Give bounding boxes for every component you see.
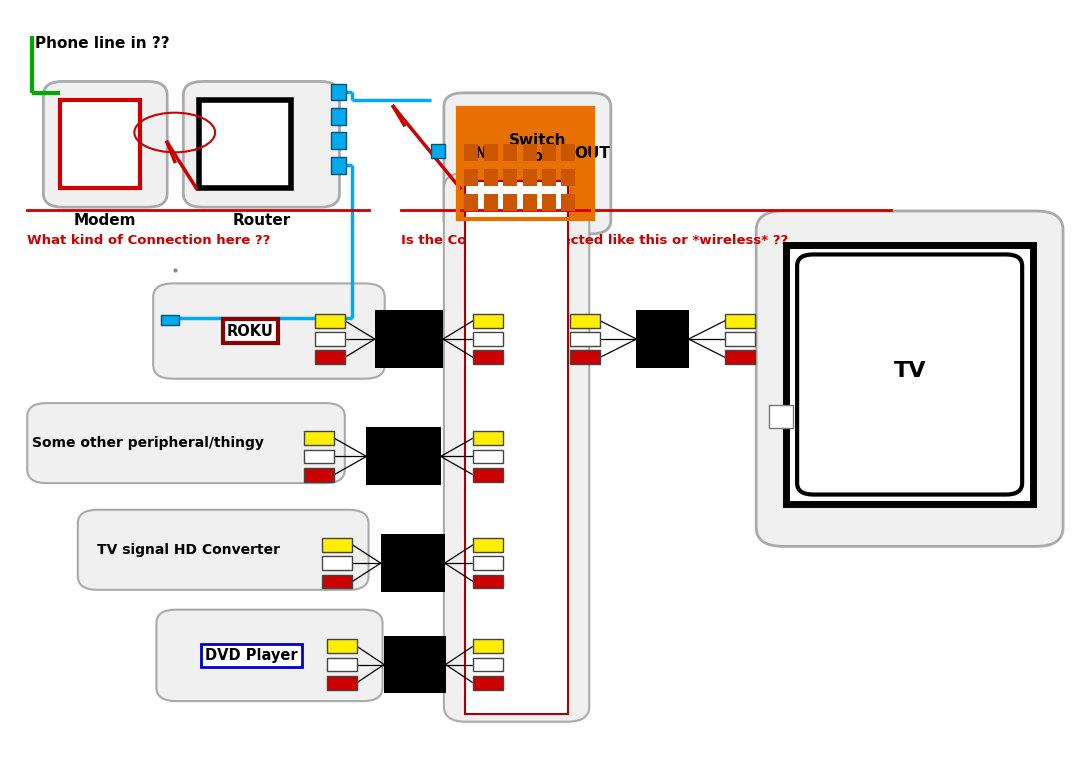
FancyBboxPatch shape (156, 610, 382, 701)
Bar (473, 450, 503, 464)
Bar (315, 314, 345, 327)
Text: Phone line in ??: Phone line in ?? (35, 36, 169, 50)
Bar (522, 169, 536, 186)
Bar (522, 144, 536, 161)
Bar (473, 658, 503, 672)
Bar (522, 194, 536, 211)
Bar (465, 169, 478, 186)
FancyBboxPatch shape (797, 255, 1022, 494)
Bar (725, 350, 755, 364)
Bar (725, 314, 755, 327)
Bar (542, 144, 556, 161)
Bar (304, 431, 334, 445)
Bar (483, 144, 497, 161)
Bar (473, 538, 503, 552)
Bar (327, 658, 356, 672)
Bar (473, 575, 503, 588)
Bar (458, 108, 593, 219)
Bar (327, 640, 356, 653)
Bar (542, 194, 556, 211)
Text: Router: Router (232, 213, 291, 228)
Bar (431, 144, 445, 158)
FancyBboxPatch shape (444, 173, 590, 721)
Bar (473, 350, 503, 364)
Bar (473, 640, 503, 653)
Text: TV signal HD Converter: TV signal HD Converter (97, 543, 280, 557)
Bar (570, 332, 601, 346)
Bar (465, 194, 478, 211)
Bar (561, 144, 576, 161)
Bar (503, 144, 517, 161)
Bar (570, 350, 601, 364)
FancyBboxPatch shape (78, 509, 368, 590)
Bar (473, 332, 503, 346)
Bar (60, 100, 140, 188)
Bar (384, 636, 445, 694)
Text: TV: TV (894, 361, 926, 381)
Bar (200, 100, 291, 188)
FancyBboxPatch shape (756, 211, 1063, 546)
Bar (315, 332, 345, 346)
Bar (483, 194, 497, 211)
Bar (323, 575, 352, 588)
Text: ROKU: ROKU (227, 324, 274, 339)
FancyBboxPatch shape (43, 81, 167, 207)
Text: Box: Box (521, 149, 554, 164)
Bar (473, 676, 503, 690)
Bar (375, 310, 443, 368)
Text: What kind of Connection here ??: What kind of Connection here ?? (27, 234, 270, 247)
Bar (636, 310, 689, 368)
Text: Modem: Modem (74, 213, 137, 228)
Bar (473, 468, 503, 482)
Bar (323, 556, 352, 570)
Text: Some other peripheral/thingy: Some other peripheral/thingy (31, 436, 264, 450)
Bar (381, 534, 444, 592)
Bar (304, 450, 334, 464)
Text: Is the Computer connected like this or *wireless* ??: Is the Computer connected like this or *… (401, 234, 788, 247)
Bar (366, 428, 441, 486)
FancyBboxPatch shape (184, 81, 340, 207)
Bar (465, 144, 478, 161)
Bar (786, 246, 1033, 504)
Text: DVD Player: DVD Player (205, 648, 298, 663)
Bar (473, 431, 503, 445)
Bar (769, 405, 793, 428)
Bar (331, 132, 346, 149)
Bar (323, 538, 352, 552)
Bar (483, 169, 497, 186)
Bar (458, 108, 593, 219)
FancyBboxPatch shape (444, 93, 610, 234)
Bar (161, 314, 179, 325)
Bar (473, 556, 503, 570)
Bar (473, 314, 503, 327)
Bar (561, 194, 576, 211)
Bar (542, 169, 556, 186)
Bar (466, 181, 568, 714)
FancyBboxPatch shape (27, 403, 345, 483)
Text: Switch: Switch (509, 132, 567, 148)
Bar (503, 169, 517, 186)
Bar (327, 676, 356, 690)
Bar (503, 194, 517, 211)
Text: IN: IN (469, 145, 488, 161)
Bar (315, 350, 345, 364)
Bar (331, 157, 346, 174)
Text: Computer: Computer (485, 240, 569, 255)
Bar (561, 169, 576, 186)
Bar (570, 314, 601, 327)
Text: OUT: OUT (574, 145, 610, 161)
Bar (331, 83, 346, 100)
Bar (725, 332, 755, 346)
Bar (304, 468, 334, 482)
Bar (331, 108, 346, 125)
FancyBboxPatch shape (153, 283, 384, 379)
